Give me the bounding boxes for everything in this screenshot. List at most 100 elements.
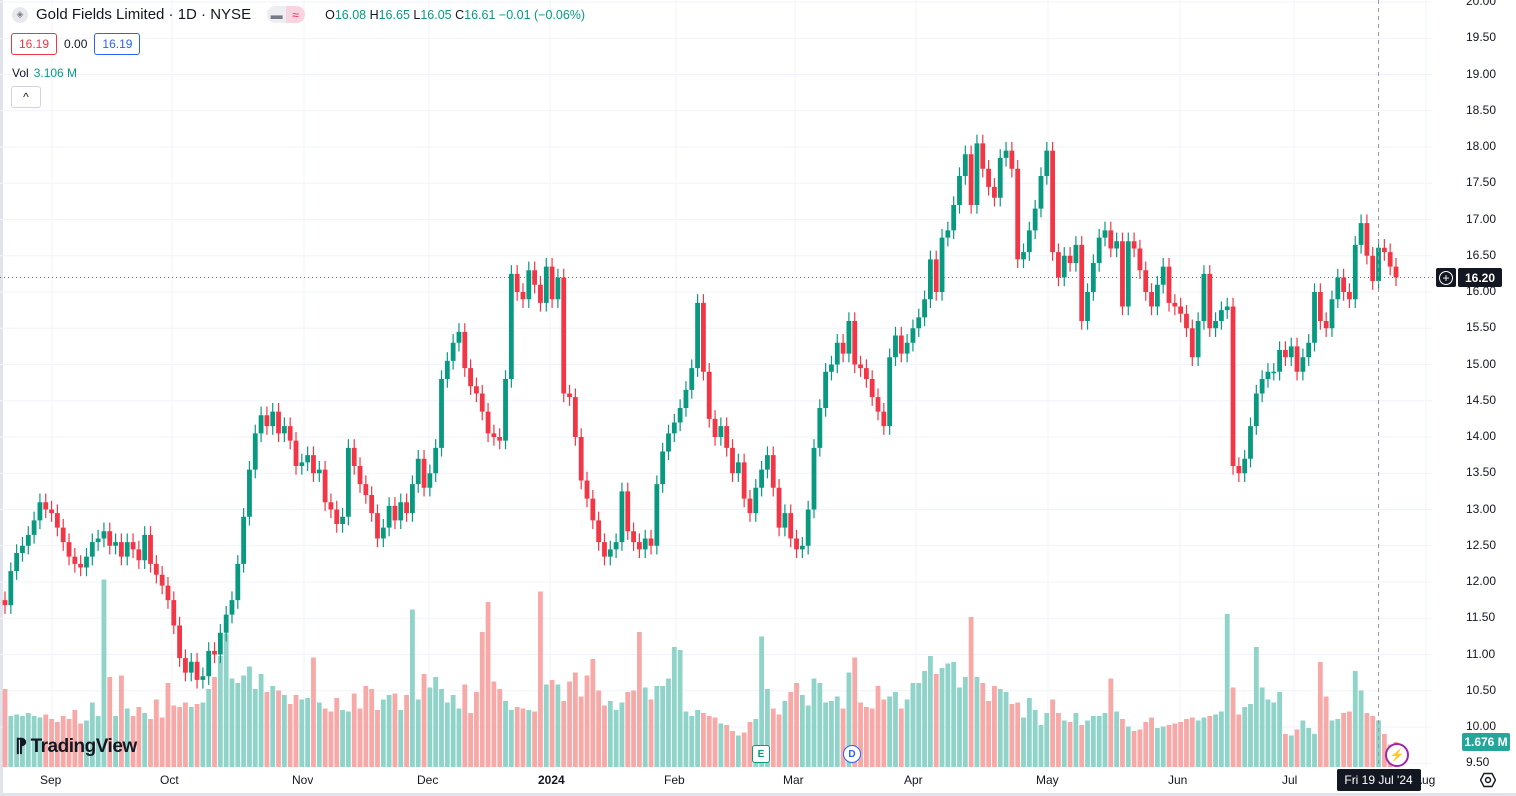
candle-up [555, 268, 561, 308]
candle-up [1277, 341, 1282, 381]
volume-bar [863, 707, 869, 767]
candle-up [846, 312, 852, 363]
candle-body [1102, 230, 1108, 238]
lightning-icon[interactable]: ⚡ [1385, 743, 1409, 767]
candle-down [549, 257, 555, 308]
candle-body [363, 484, 369, 495]
earnings-event-marker[interactable]: E [752, 745, 770, 763]
volume-bar [858, 702, 863, 767]
candle-body [549, 266, 555, 300]
volume-bar [735, 735, 741, 767]
candle-up [916, 308, 922, 337]
candle-up [642, 529, 648, 559]
candle-up [444, 352, 450, 388]
volume-bar [706, 716, 712, 767]
candle-body [869, 379, 875, 398]
candle-down [1294, 337, 1300, 381]
candle-body [479, 393, 485, 412]
candle-body [1143, 270, 1149, 292]
volume-bar [660, 686, 666, 767]
candle-up [206, 642, 212, 685]
collapse-legend-button[interactable]: ^ [11, 86, 41, 108]
candle-up [718, 417, 724, 446]
sell-button[interactable]: 16.19 [11, 33, 58, 55]
chart-type-toggle[interactable]: ▬ ≈ [267, 6, 306, 23]
buy-button[interactable]: 16.19 [94, 33, 141, 55]
volume-bar [578, 696, 584, 767]
volume-bar [893, 692, 898, 767]
volume-bar [898, 708, 904, 767]
volume-bar [625, 692, 631, 767]
volume-bar [450, 695, 456, 767]
minus-icon[interactable]: ▬ [267, 6, 287, 23]
candle-body [613, 542, 619, 550]
volume-bar [1178, 722, 1184, 767]
volume-bar [799, 695, 805, 767]
candle-body [759, 469, 765, 488]
candle-down [60, 518, 66, 551]
volume-bar [1085, 720, 1090, 767]
add-alert-button[interactable]: + [1436, 268, 1456, 287]
candle-body [49, 509, 54, 514]
volume-bar [852, 657, 858, 767]
candle-up [1085, 283, 1090, 330]
tradingview-logo[interactable]: ⁋ TradingView [15, 735, 137, 758]
volume-bar [404, 695, 409, 767]
candle-body [101, 531, 107, 539]
candle-down [165, 576, 171, 609]
candle-body [1189, 328, 1195, 358]
candle-down [421, 450, 427, 497]
candle-down [322, 460, 328, 511]
volume-bar [1381, 734, 1387, 767]
volume-bar [887, 696, 893, 767]
candle-down [747, 489, 753, 522]
candle-body [1387, 252, 1393, 267]
volume-bar [1201, 717, 1207, 767]
candle-body [14, 553, 20, 572]
candle-body [741, 462, 747, 499]
volume-bar [316, 702, 322, 767]
candle-body [1184, 313, 1189, 329]
volume-bar [136, 707, 142, 767]
candle-body [72, 556, 78, 564]
time-tick-label: Aug [1414, 773, 1436, 787]
price-tick-label: 16.00 [1466, 284, 1497, 298]
candle-body [497, 437, 503, 441]
volume-bar [1149, 717, 1154, 767]
volume-bar [980, 683, 986, 767]
volume-bar [817, 683, 823, 767]
candle-down [1120, 232, 1125, 316]
candle-up [223, 605, 229, 642]
high-label: H [369, 7, 379, 22]
dividend-event-marker[interactable]: D [843, 745, 861, 763]
candle-up [619, 482, 625, 551]
candle-body [596, 520, 602, 543]
candle-body [968, 154, 974, 205]
candle-body [241, 516, 247, 564]
candle-up [247, 460, 252, 526]
settings-gear-icon[interactable] [1480, 772, 1496, 788]
candle-down [852, 312, 858, 374]
volume-bar [1253, 647, 1259, 767]
volume-bar [25, 713, 31, 767]
volume-bar [1120, 719, 1125, 767]
approx-icon[interactable]: ≈ [286, 6, 306, 23]
symbol-title[interactable]: Gold Fields Limited · 1D · NYSE [36, 6, 252, 23]
volume-bar [1015, 702, 1021, 767]
candle-up [660, 442, 666, 493]
volume-bar [1038, 725, 1044, 767]
candle-up [316, 460, 322, 482]
candle-body [60, 527, 66, 543]
candle-body [590, 498, 596, 521]
candle-up [101, 522, 107, 548]
candle-body [514, 273, 520, 292]
candle-body [957, 176, 962, 205]
candle-body [31, 520, 37, 535]
volume-bar [695, 710, 700, 767]
candle-body [974, 143, 980, 205]
candle-up [456, 323, 462, 352]
volume-bar [66, 719, 72, 767]
candle-up [229, 591, 235, 624]
volume-bar [974, 677, 980, 767]
